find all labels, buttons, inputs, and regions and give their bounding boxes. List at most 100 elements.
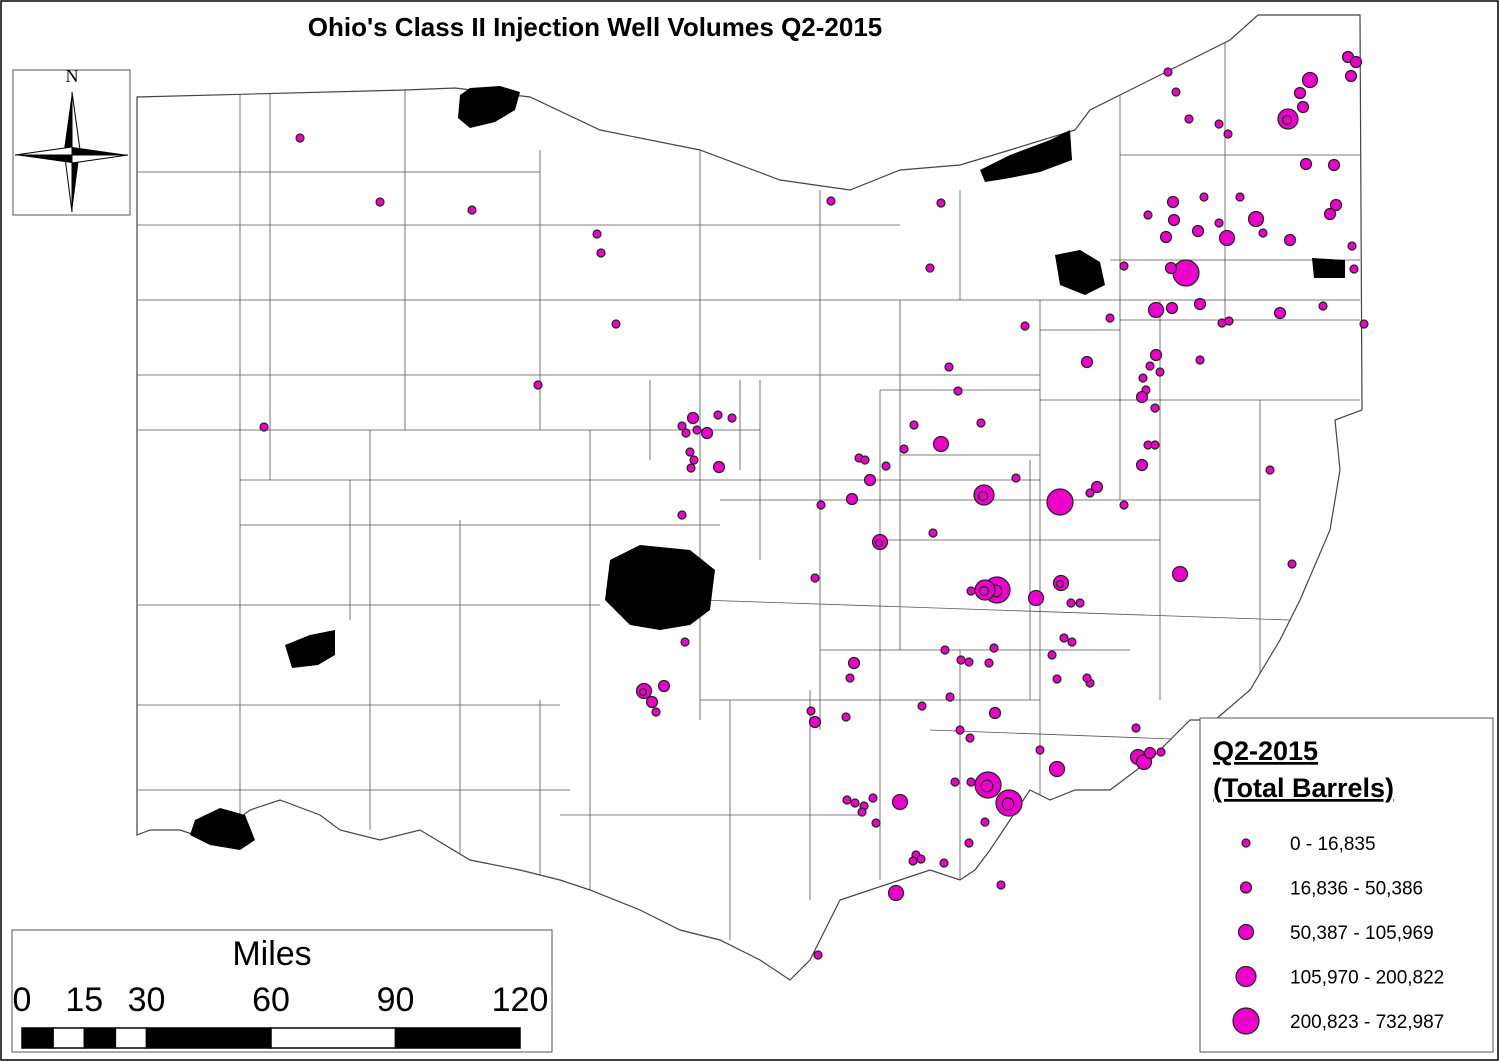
well bbox=[1075, 598, 1085, 608]
well bbox=[965, 733, 975, 743]
well-overlap bbox=[980, 779, 994, 793]
well bbox=[1145, 361, 1155, 371]
compass-ew-light bbox=[14, 146, 129, 164]
well bbox=[1171, 565, 1189, 583]
well bbox=[1135, 390, 1149, 404]
well bbox=[984, 658, 994, 668]
legend-symbol bbox=[1235, 965, 1257, 988]
well bbox=[1150, 440, 1160, 450]
well bbox=[936, 198, 946, 208]
well bbox=[1318, 301, 1328, 311]
well bbox=[1299, 157, 1313, 171]
well bbox=[932, 435, 950, 453]
well bbox=[1265, 465, 1275, 475]
well bbox=[1247, 210, 1265, 228]
city-toledo bbox=[458, 86, 520, 128]
well bbox=[899, 444, 909, 454]
well bbox=[1090, 480, 1104, 494]
legend-label: 0 - 16,835 bbox=[1290, 834, 1376, 855]
well bbox=[727, 413, 737, 423]
city-akron bbox=[1055, 250, 1105, 295]
well bbox=[1258, 228, 1268, 238]
well bbox=[259, 422, 269, 432]
county-line bbox=[699, 599, 1291, 621]
well bbox=[1171, 87, 1181, 97]
legend-symbol bbox=[1237, 923, 1255, 941]
well bbox=[1135, 458, 1149, 472]
compass: N bbox=[12, 66, 131, 216]
well bbox=[1214, 119, 1224, 129]
well bbox=[980, 817, 990, 827]
legend-label: 200,823 - 732,987 bbox=[1290, 1012, 1444, 1033]
well-overlap bbox=[875, 539, 883, 547]
compass-north: N bbox=[66, 66, 79, 86]
well bbox=[940, 645, 950, 655]
legend-symbol bbox=[1239, 881, 1253, 894]
legend-label: 50,387 - 105,969 bbox=[1290, 923, 1434, 944]
well bbox=[850, 798, 860, 808]
well bbox=[953, 386, 963, 396]
well bbox=[845, 673, 855, 683]
well bbox=[1105, 313, 1115, 323]
well bbox=[1167, 213, 1181, 227]
well bbox=[1059, 633, 1069, 643]
well bbox=[964, 838, 974, 848]
well bbox=[686, 411, 700, 425]
well bbox=[1359, 319, 1369, 329]
well bbox=[1214, 218, 1224, 228]
well bbox=[375, 197, 385, 207]
well bbox=[816, 500, 826, 510]
well bbox=[692, 425, 702, 435]
well bbox=[1046, 488, 1074, 516]
well bbox=[1172, 259, 1200, 287]
well-overlap bbox=[978, 585, 990, 597]
well bbox=[1138, 373, 1148, 383]
well bbox=[680, 637, 690, 647]
well bbox=[1080, 355, 1094, 369]
well bbox=[881, 461, 891, 471]
well bbox=[1048, 760, 1066, 778]
well bbox=[857, 807, 867, 817]
wells bbox=[259, 50, 1369, 960]
well bbox=[945, 692, 955, 702]
well bbox=[868, 793, 878, 803]
well bbox=[1273, 306, 1287, 320]
well bbox=[686, 463, 696, 473]
well bbox=[863, 473, 877, 487]
well bbox=[1287, 559, 1297, 569]
well bbox=[1224, 316, 1234, 326]
well bbox=[592, 229, 602, 239]
well bbox=[677, 421, 687, 431]
well bbox=[1193, 297, 1207, 311]
well bbox=[700, 426, 714, 440]
well bbox=[1296, 100, 1310, 114]
well-overlap bbox=[1056, 580, 1064, 588]
well bbox=[1323, 207, 1337, 221]
well bbox=[976, 418, 986, 428]
county-line bbox=[929, 729, 1201, 741]
well bbox=[1020, 321, 1030, 331]
well bbox=[860, 455, 870, 465]
well bbox=[925, 263, 935, 273]
scale-tick-label: 90 bbox=[377, 981, 415, 1019]
well bbox=[909, 420, 919, 430]
well bbox=[1082, 673, 1092, 683]
well bbox=[966, 586, 976, 596]
well bbox=[1131, 723, 1141, 733]
scale-tick-label: 120 bbox=[492, 981, 549, 1019]
legend-label: 16,836 - 50,386 bbox=[1290, 879, 1423, 900]
well bbox=[845, 492, 859, 506]
well bbox=[847, 656, 861, 670]
well bbox=[1301, 71, 1319, 89]
well bbox=[988, 706, 1002, 720]
well bbox=[1349, 264, 1359, 274]
well bbox=[1052, 674, 1062, 684]
well bbox=[467, 205, 477, 215]
well bbox=[842, 795, 852, 805]
well bbox=[611, 319, 621, 329]
well bbox=[651, 707, 661, 717]
well bbox=[841, 712, 851, 722]
well bbox=[950, 777, 960, 787]
well bbox=[1147, 301, 1165, 319]
